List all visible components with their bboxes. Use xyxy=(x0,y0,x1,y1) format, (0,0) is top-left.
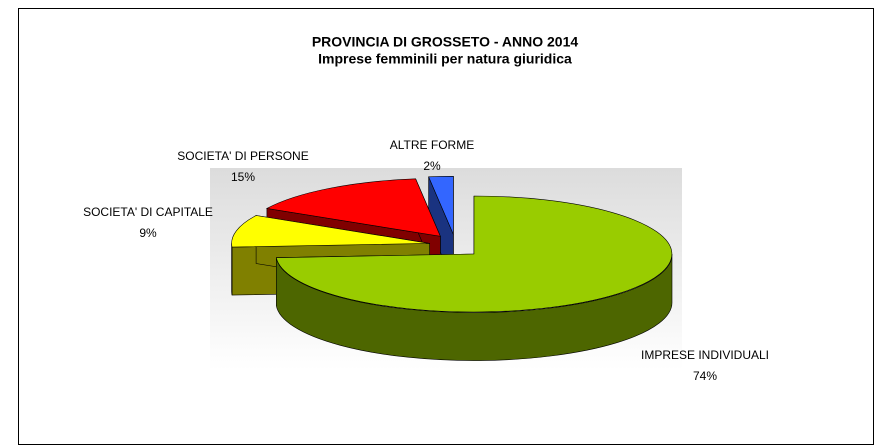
value-label: 2% xyxy=(423,159,441,173)
slice xyxy=(265,178,441,237)
value-label: 9% xyxy=(139,226,157,240)
slice-label: SOCIETA' DI CAPITALE xyxy=(83,205,213,219)
value-label: 15% xyxy=(231,170,255,184)
slice-label: IMPRESE INDIVIDUALI xyxy=(641,348,769,362)
slice xyxy=(275,195,673,313)
slice xyxy=(231,215,430,248)
slice xyxy=(428,175,454,235)
chart-subtitle: Imprese femminili per natura giuridica xyxy=(318,51,572,67)
chart-title: PROVINCIA DI GROSSETO - ANNO 2014 xyxy=(312,34,579,50)
value-label: 74% xyxy=(693,369,717,383)
slice-label: SOCIETA' DI PERSONE xyxy=(177,149,308,163)
slice-wall xyxy=(276,253,673,361)
slice-label: ALTRE FORME xyxy=(390,138,474,152)
